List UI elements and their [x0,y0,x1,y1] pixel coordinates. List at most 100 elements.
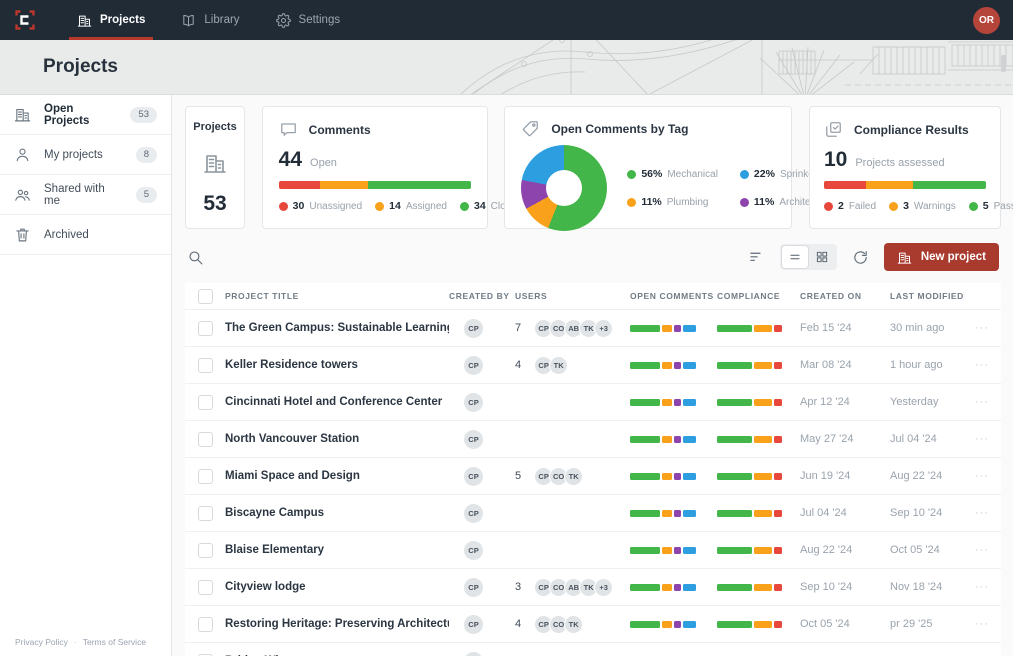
bar-segment-blue [682,620,697,628]
grid-view-icon [815,250,829,264]
row-menu-button[interactable]: ··· [975,581,989,593]
table-row[interactable]: Blaise Elementary CP Aug 22 '24 Oct 05 '24 ·… [185,531,1001,568]
table-row[interactable]: Keller Residence towers CP 4 CP TK Mar 08 '24… [185,346,1001,383]
new-project-button[interactable]: New project [883,243,999,271]
row-checkbox[interactable] [198,542,213,558]
footer-link[interactable]: Terms of Service [82,637,147,647]
avatar-chip: CP [464,578,483,597]
row-checkbox[interactable] [198,394,213,410]
book-icon [181,13,196,28]
row-menu-button[interactable]: ··· [975,322,989,334]
table-row[interactable]: North Vancouver Station CP May 27 '24 Jul 0… [185,420,1001,457]
legend-item-plumbing: 11% Plumbing [627,196,718,208]
nav-tab-projects[interactable]: Projects [68,0,154,40]
bar-segment-orange [662,398,672,406]
sidebar-item-my-projects[interactable]: My projects 8 [0,135,171,175]
open-comments-bar [630,472,697,480]
footer-link[interactable]: Privacy Policy [15,637,68,647]
created-on-date: Apr 12 '24 [800,396,850,408]
open-comments-bar [630,620,697,628]
compliance-bar [717,583,783,591]
sort-icon[interactable] [748,249,765,266]
row-menu-button[interactable]: ··· [975,470,989,482]
sidebar-item-archived[interactable]: Archived [0,215,171,255]
legend-item-mechanical: 56% Mechanical [627,168,718,180]
comment-icon [279,120,298,139]
building-icon [897,250,912,265]
sidebar-item-shared-with-me[interactable]: Shared with me 5 [0,175,171,215]
building-icon [203,151,227,175]
refresh-icon[interactable] [852,249,869,266]
row-menu-button[interactable]: ··· [975,359,989,371]
open-comments-cell [630,509,717,517]
avatar-chip: CP [464,319,483,338]
created-by-cell: CP [449,503,515,523]
row-checkbox[interactable] [198,616,213,632]
row-checkbox[interactable] [198,505,213,521]
avatar-chip: TK [564,466,584,486]
row-checkbox-cell [185,320,225,336]
row-checkbox[interactable] [198,320,213,336]
table-row[interactable]: Bridge WineryCPNov 18 '24May 20 '25··· [185,642,1001,656]
row-checkbox[interactable] [198,468,213,484]
legend-dot [739,197,749,207]
bar-segment-green [717,509,752,517]
compliance-cell [717,546,800,554]
open-comments-bar [630,361,697,369]
avatar-chip: CP [464,652,483,656]
created-by-cell: CP [449,614,515,634]
row-menu-button[interactable]: ··· [975,396,989,408]
avatar-chip: +3 [594,577,614,597]
compliance-legend: 2 Failed 3 Warnings 5 Passed [823,200,1013,212]
table-row[interactable]: Miami Space and Design CP 5 CP CO TK Jun 19 '2… [185,457,1001,494]
sidebar: Open Projects 53 My projects 8 Shared with m… [0,95,172,656]
row-menu-button[interactable]: ··· [975,544,989,556]
nav-tab-settings[interactable]: Settings [275,0,340,40]
table-row[interactable]: Cityview lodge CP 3 CP CO AB TK +3 Sep 10 '24 Nov… [185,568,1001,605]
select-all-checkbox[interactable] [198,288,213,304]
bar-segment-red [773,620,782,628]
sidebar-item-open-projects[interactable]: Open Projects 53 [0,95,171,135]
compliance-bar [717,435,783,443]
row-menu-button[interactable]: ··· [975,433,989,445]
row-checkbox[interactable] [198,653,213,656]
legend-label: Mechanical [667,168,718,180]
bar-segment-green [630,509,661,517]
users-count: 3 [515,581,522,593]
document-check-icon [824,120,843,139]
comments-open-label: Open [310,157,337,169]
legend-dot [627,169,637,179]
compliance-card: Compliance Results 10 Projects assessed … [808,106,1013,229]
legend-label: Sprinker [779,168,818,180]
table-row[interactable]: The Green Campus: Sustainable Learning E… [185,309,1001,346]
legend-dot [968,201,978,211]
row-checkbox[interactable] [198,431,213,447]
row-checkbox-cell [185,542,225,558]
row-menu-button[interactable]: ··· [975,507,989,519]
sidebar-item-badge: 53 [130,106,157,123]
user-avatar[interactable]: OR [973,6,1000,34]
search-icon[interactable] [187,249,204,266]
compliance-cell [717,472,800,480]
bar-segment-orange [753,361,772,369]
bar-segment-green [630,435,661,443]
row-checkbox-cell [185,394,225,410]
app-logo[interactable] [13,8,37,32]
nav-tab-library[interactable]: Library [181,0,240,40]
row-checkbox[interactable] [198,579,213,595]
compliance-bar [717,509,783,517]
scroll-indicator[interactable] [1001,55,1006,72]
table-row[interactable]: Cincinnati Hotel and Conference Center CP… [185,383,1001,420]
row-checkbox[interactable] [198,357,213,373]
table-row[interactable]: Restoring Heritage: Preserving Architect… [185,605,1001,642]
legend-dot [459,201,469,211]
bar-segment-orange [662,583,672,591]
table-row[interactable]: Biscayne Campus CP Jul 04 '24 Sep 10 '24 ··· [185,494,1001,531]
bar-segment-purple [673,546,681,554]
bar-segment-orange [753,583,772,591]
bar-segment-blue [682,435,697,443]
list-view-button[interactable] [781,246,808,268]
row-menu-button[interactable]: ··· [975,618,989,630]
row-checkbox-cell [185,431,225,447]
grid-view-button[interactable] [809,246,835,268]
